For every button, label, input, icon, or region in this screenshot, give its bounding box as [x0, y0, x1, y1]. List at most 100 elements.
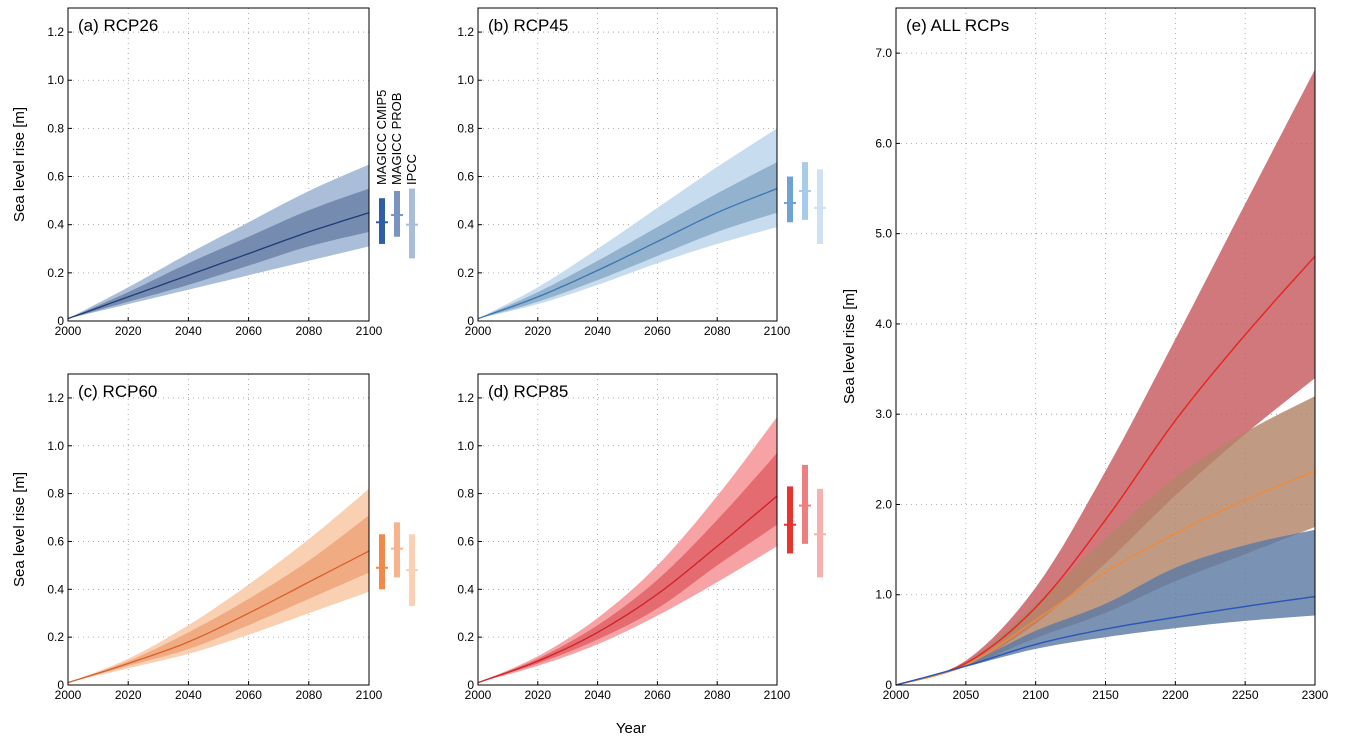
median-line	[477, 187, 778, 320]
x-tick-label: 2020	[524, 324, 551, 338]
x-tick-label: 2100	[356, 324, 383, 338]
bar-legend: MAGICC CMIP5 MAGICC PROB IPCC	[374, 90, 419, 185]
x-tick-label: 2100	[1022, 688, 1049, 702]
y-axis-label: Sea level rise [m]	[11, 107, 28, 222]
range-bar-0	[787, 176, 793, 223]
x-tick-label: 2080	[295, 324, 322, 338]
x-tick-label: 2000	[465, 688, 492, 702]
x-tick-label: 2080	[295, 688, 322, 702]
legend-label-magicc-prob: MAGICC PROB	[389, 93, 404, 185]
y-tick-label: 0	[885, 678, 892, 692]
y-tick-label: 0.6	[47, 534, 64, 548]
y-tick-label: 0	[467, 678, 474, 692]
inner-band	[68, 188, 369, 319]
inner-band	[68, 515, 369, 683]
y-tick-label: 1.2	[47, 391, 64, 405]
outer-band	[68, 164, 369, 319]
panel-title: (b) RCP45	[488, 16, 568, 35]
y-tick-label: 1.2	[457, 391, 474, 405]
y-tick-label: 0.4	[457, 582, 474, 596]
y-tick-label: 0.4	[47, 582, 64, 596]
y-tick-label: 6.0	[875, 136, 892, 150]
legend-label-magicc-cmip5: MAGICC CMIP5	[374, 90, 389, 185]
median-line-1	[895, 470, 1316, 686]
y-tick-label: 7.0	[875, 46, 892, 60]
y-tick-label: 0	[57, 678, 64, 692]
x-tick-label: 2060	[235, 688, 262, 702]
range-bar-1	[802, 464, 808, 544]
x-tick-label: 2100	[764, 688, 791, 702]
range-bar-0	[787, 486, 793, 554]
panel-rcp45: 2000 2020 2040 2060 2080 2100 0 0.2 0.4 0.6 0.8 1.0…	[457, 7, 826, 338]
uncertainty-band-2	[896, 529, 1315, 685]
panel-all-rcps: 2000 2050 2100 2150 2200 2250 2300 0 1.0 2.0 3.0 4.…	[841, 7, 1329, 702]
uncertainty-band-1	[896, 396, 1315, 685]
x-tick-label: 2200	[1162, 688, 1189, 702]
range-bar-1	[394, 522, 400, 578]
y-tick-label: 1.0	[457, 73, 474, 87]
x-tick-label: 2040	[175, 688, 202, 702]
x-tick-label: 2000	[55, 688, 82, 702]
y-tick-label: 0.4	[457, 218, 474, 232]
y-tick-label: 0.8	[47, 121, 64, 135]
x-tick-label: 2060	[644, 324, 671, 338]
panel-rcp85: 2000 2020 2040 2060 2080 2100 0 0.2 0.4 0.6 0.8 1.0…	[457, 373, 826, 702]
y-tick-label: 0.8	[457, 487, 474, 501]
range-bar-2	[817, 169, 823, 244]
y-tick-label: 0.6	[457, 534, 474, 548]
panel-rcp60: 2000 2020 2040 2060 2080 2100 0 0.2 0.4 0.6 0.8 1.0…	[11, 373, 418, 702]
x-tick-label: 2000	[465, 324, 492, 338]
x-tick-label: 2040	[584, 688, 611, 702]
y-tick-label: 0.4	[47, 218, 64, 232]
median-line-0	[895, 255, 1316, 686]
panel-title: (c) RCP60	[78, 382, 157, 401]
x-tick-label: 2250	[1232, 688, 1259, 702]
plot-frame	[477, 373, 778, 686]
x-tick-label: 2060	[235, 324, 262, 338]
panel-rcp26: 2000 2020 2040 2060 2080 2100 0 0.2 0.4 0.6 0.8 1.0…	[11, 7, 418, 338]
inner-band	[478, 162, 777, 319]
x-tick-label: 2080	[704, 324, 731, 338]
median-line-2	[895, 595, 1316, 686]
y-tick-label: 0.6	[457, 170, 474, 184]
plot-frame	[477, 7, 778, 322]
y-tick-label: 1.0	[47, 439, 64, 453]
range-bar-1	[394, 190, 400, 237]
y-tick-label: 0	[467, 314, 474, 328]
x-tick-label: 2020	[115, 324, 142, 338]
x-tick-label: 2020	[115, 688, 142, 702]
panel-title: (a) RCP26	[78, 16, 158, 35]
y-tick-label: 1.2	[47, 25, 64, 39]
plot-frame	[67, 373, 370, 686]
y-axis-label: Sea level rise [m]	[11, 472, 28, 587]
y-tick-label: 0.2	[47, 630, 64, 644]
x-tick-label: 2040	[584, 324, 611, 338]
y-tick-label: 0.8	[47, 487, 64, 501]
range-bar-0	[379, 534, 385, 590]
shared-x-axis-label: Year	[616, 720, 646, 737]
y-tick-label: 1.0	[875, 588, 892, 602]
y-tick-label: 0.2	[457, 630, 474, 644]
x-tick-label: 2000	[883, 688, 910, 702]
y-tick-label: 3.0	[875, 407, 892, 421]
y-axis-label: Sea level rise [m]	[841, 289, 858, 404]
x-tick-label: 2100	[764, 324, 791, 338]
x-tick-label: 2050	[952, 688, 979, 702]
median-line	[477, 495, 778, 684]
y-tick-label: 0.6	[47, 170, 64, 184]
y-tick-label: 0.2	[457, 266, 474, 280]
y-tick-label: 1.0	[457, 439, 474, 453]
y-tick-label: 0.2	[47, 266, 64, 280]
x-tick-label: 2060	[644, 688, 671, 702]
legend-label-ipcc: IPCC	[404, 154, 419, 185]
panel-title: (e) ALL RCPs	[906, 16, 1009, 35]
x-tick-label: 2100	[356, 688, 383, 702]
x-tick-label: 2000	[55, 324, 82, 338]
range-bar-2	[817, 488, 823, 578]
y-tick-label: 1.0	[47, 73, 64, 87]
y-tick-label: 5.0	[875, 227, 892, 241]
x-tick-label: 2150	[1092, 688, 1119, 702]
x-tick-label: 2080	[704, 688, 731, 702]
x-tick-label: 2020	[524, 688, 551, 702]
